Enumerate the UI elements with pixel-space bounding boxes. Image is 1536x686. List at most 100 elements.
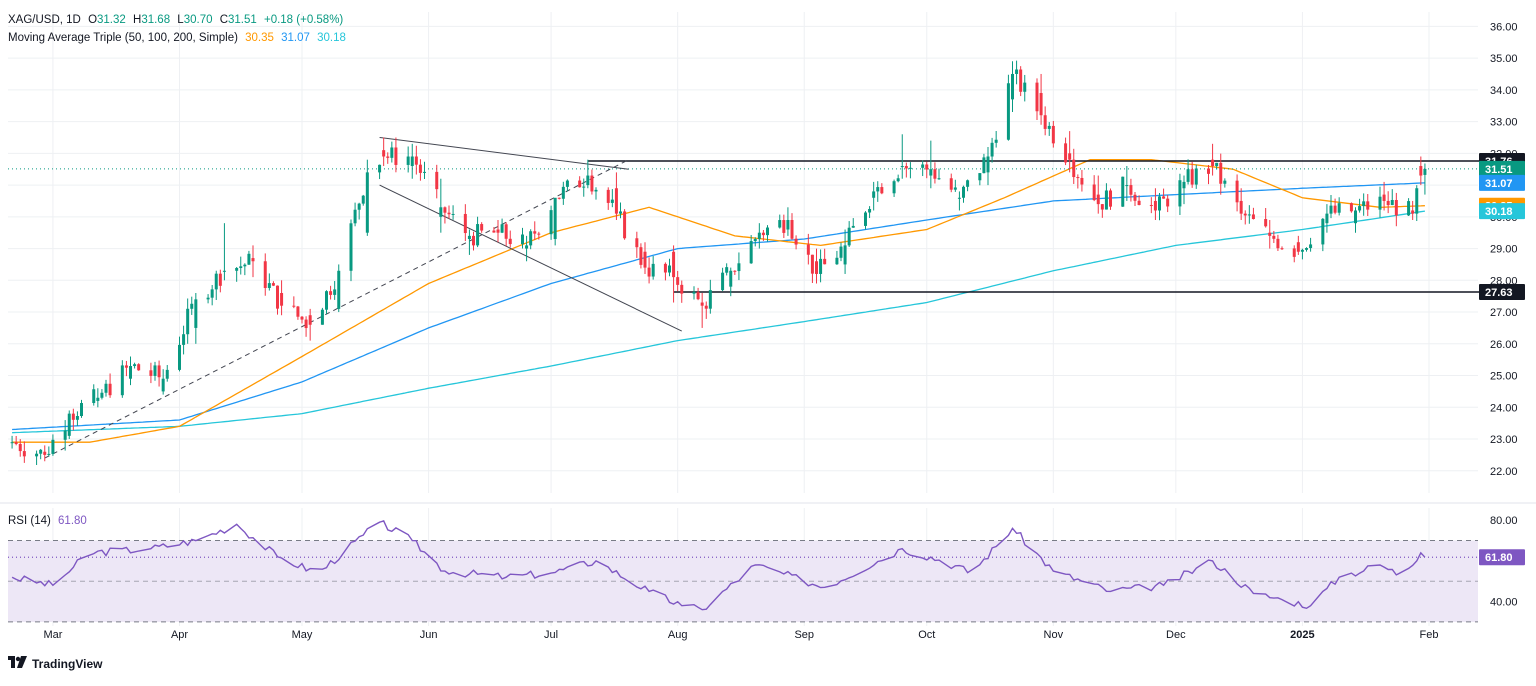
candle-body xyxy=(51,439,55,454)
brand[interactable]: TradingView xyxy=(8,656,102,671)
candle-body xyxy=(178,344,181,370)
close-label: C xyxy=(219,14,228,26)
candle-body xyxy=(839,246,843,258)
candle-body xyxy=(329,291,333,295)
grid-lines xyxy=(8,12,1478,626)
candle-body xyxy=(1272,235,1276,239)
candle-body xyxy=(794,238,798,245)
candle-body xyxy=(1349,203,1353,212)
price-badge-label: 31.07 xyxy=(1485,178,1513,190)
candle-body xyxy=(1300,249,1304,252)
candle-body xyxy=(1333,205,1337,213)
candle-body xyxy=(1194,168,1198,185)
candle-body xyxy=(390,147,394,158)
candle-body xyxy=(243,264,247,267)
candle-body xyxy=(443,207,447,213)
candle-body xyxy=(492,230,496,233)
time-axis: Mar Apr May Jun Jul Aug Sep Oct Nov Dec 2025 Feb xyxy=(43,629,1438,641)
candle-body xyxy=(304,319,308,329)
candle-body xyxy=(296,306,300,317)
candle-body xyxy=(67,413,71,436)
candle-body xyxy=(1072,159,1076,178)
candle-body xyxy=(137,364,141,371)
candle-body xyxy=(1354,210,1357,224)
candle-body xyxy=(537,233,541,235)
candle-body xyxy=(994,139,998,143)
candle-body xyxy=(1280,248,1284,250)
candle-body xyxy=(549,210,553,235)
candle-body xyxy=(365,172,369,233)
candle-body xyxy=(668,265,671,273)
candle-body xyxy=(1178,180,1182,207)
candle-body xyxy=(1133,194,1137,201)
candle-body xyxy=(561,186,565,199)
candle-body xyxy=(1423,168,1427,175)
candle-body xyxy=(120,365,124,396)
trendline xyxy=(379,136,629,170)
time-tick-label: Feb xyxy=(1420,629,1439,641)
candle-body xyxy=(1006,83,1010,140)
candle-body xyxy=(651,263,655,277)
candle-body xyxy=(966,180,970,187)
time-tick-label: Sep xyxy=(794,629,814,641)
candle-body xyxy=(1068,153,1072,160)
candle-body xyxy=(864,212,867,226)
candle-body xyxy=(606,189,610,203)
time-tick-label: May xyxy=(292,629,313,641)
candle-body xyxy=(239,266,243,269)
candle-body xyxy=(1264,219,1268,227)
price-badge xyxy=(1479,203,1525,220)
candle-body xyxy=(782,220,786,233)
candle-body xyxy=(1015,69,1019,74)
candle-body xyxy=(1358,206,1362,211)
candle-body xyxy=(1390,200,1394,206)
candle-body xyxy=(908,167,912,169)
candle-body xyxy=(872,191,876,198)
ma100-value: 31.07 xyxy=(281,32,310,44)
candle-body xyxy=(394,147,398,165)
candle-body xyxy=(529,231,533,246)
candle-body xyxy=(896,178,900,182)
candle-body xyxy=(623,211,627,239)
candle-body xyxy=(778,220,782,228)
price-tick-label: 33.00 xyxy=(1490,117,1518,129)
candle-body xyxy=(382,150,386,157)
candle-body xyxy=(222,270,226,272)
candle-body xyxy=(729,270,733,287)
candle-body xyxy=(847,227,851,246)
candle-body xyxy=(80,403,83,417)
candle-body xyxy=(361,195,365,204)
candle-body xyxy=(1186,169,1190,182)
candle-body xyxy=(1166,198,1170,207)
candle-body xyxy=(35,453,39,457)
candle-body xyxy=(933,169,937,179)
trendline xyxy=(379,184,682,332)
candle-body xyxy=(663,263,667,273)
candle-body xyxy=(1296,242,1300,252)
change-value: +0.18 (+0.58%) xyxy=(263,14,344,26)
candle-body xyxy=(71,413,75,420)
candle-body xyxy=(194,299,198,328)
time-tick-label: Nov xyxy=(1044,629,1064,641)
price-legend: XAG/USD, 1D O31.32 H31.68 L30.70 C31.51 … xyxy=(8,14,347,26)
candle-body xyxy=(161,378,165,392)
candle-body xyxy=(267,283,271,288)
candle-body xyxy=(1043,115,1047,129)
candle-body xyxy=(247,253,251,265)
candle-body xyxy=(525,245,529,249)
candle-body xyxy=(1415,188,1419,214)
candle-body xyxy=(10,442,14,444)
candle-body xyxy=(300,316,304,320)
candle-body xyxy=(1243,213,1247,216)
candle-body xyxy=(586,175,590,186)
candle-body xyxy=(504,224,508,239)
candle-body xyxy=(1182,181,1186,189)
candle-body xyxy=(108,383,112,396)
candle-body xyxy=(508,238,512,245)
candle-body xyxy=(1223,180,1227,184)
candle-body xyxy=(1382,194,1386,201)
price-badge-label: 30.18 xyxy=(1485,206,1513,218)
candle-body xyxy=(472,235,475,246)
candle-body xyxy=(349,223,353,271)
